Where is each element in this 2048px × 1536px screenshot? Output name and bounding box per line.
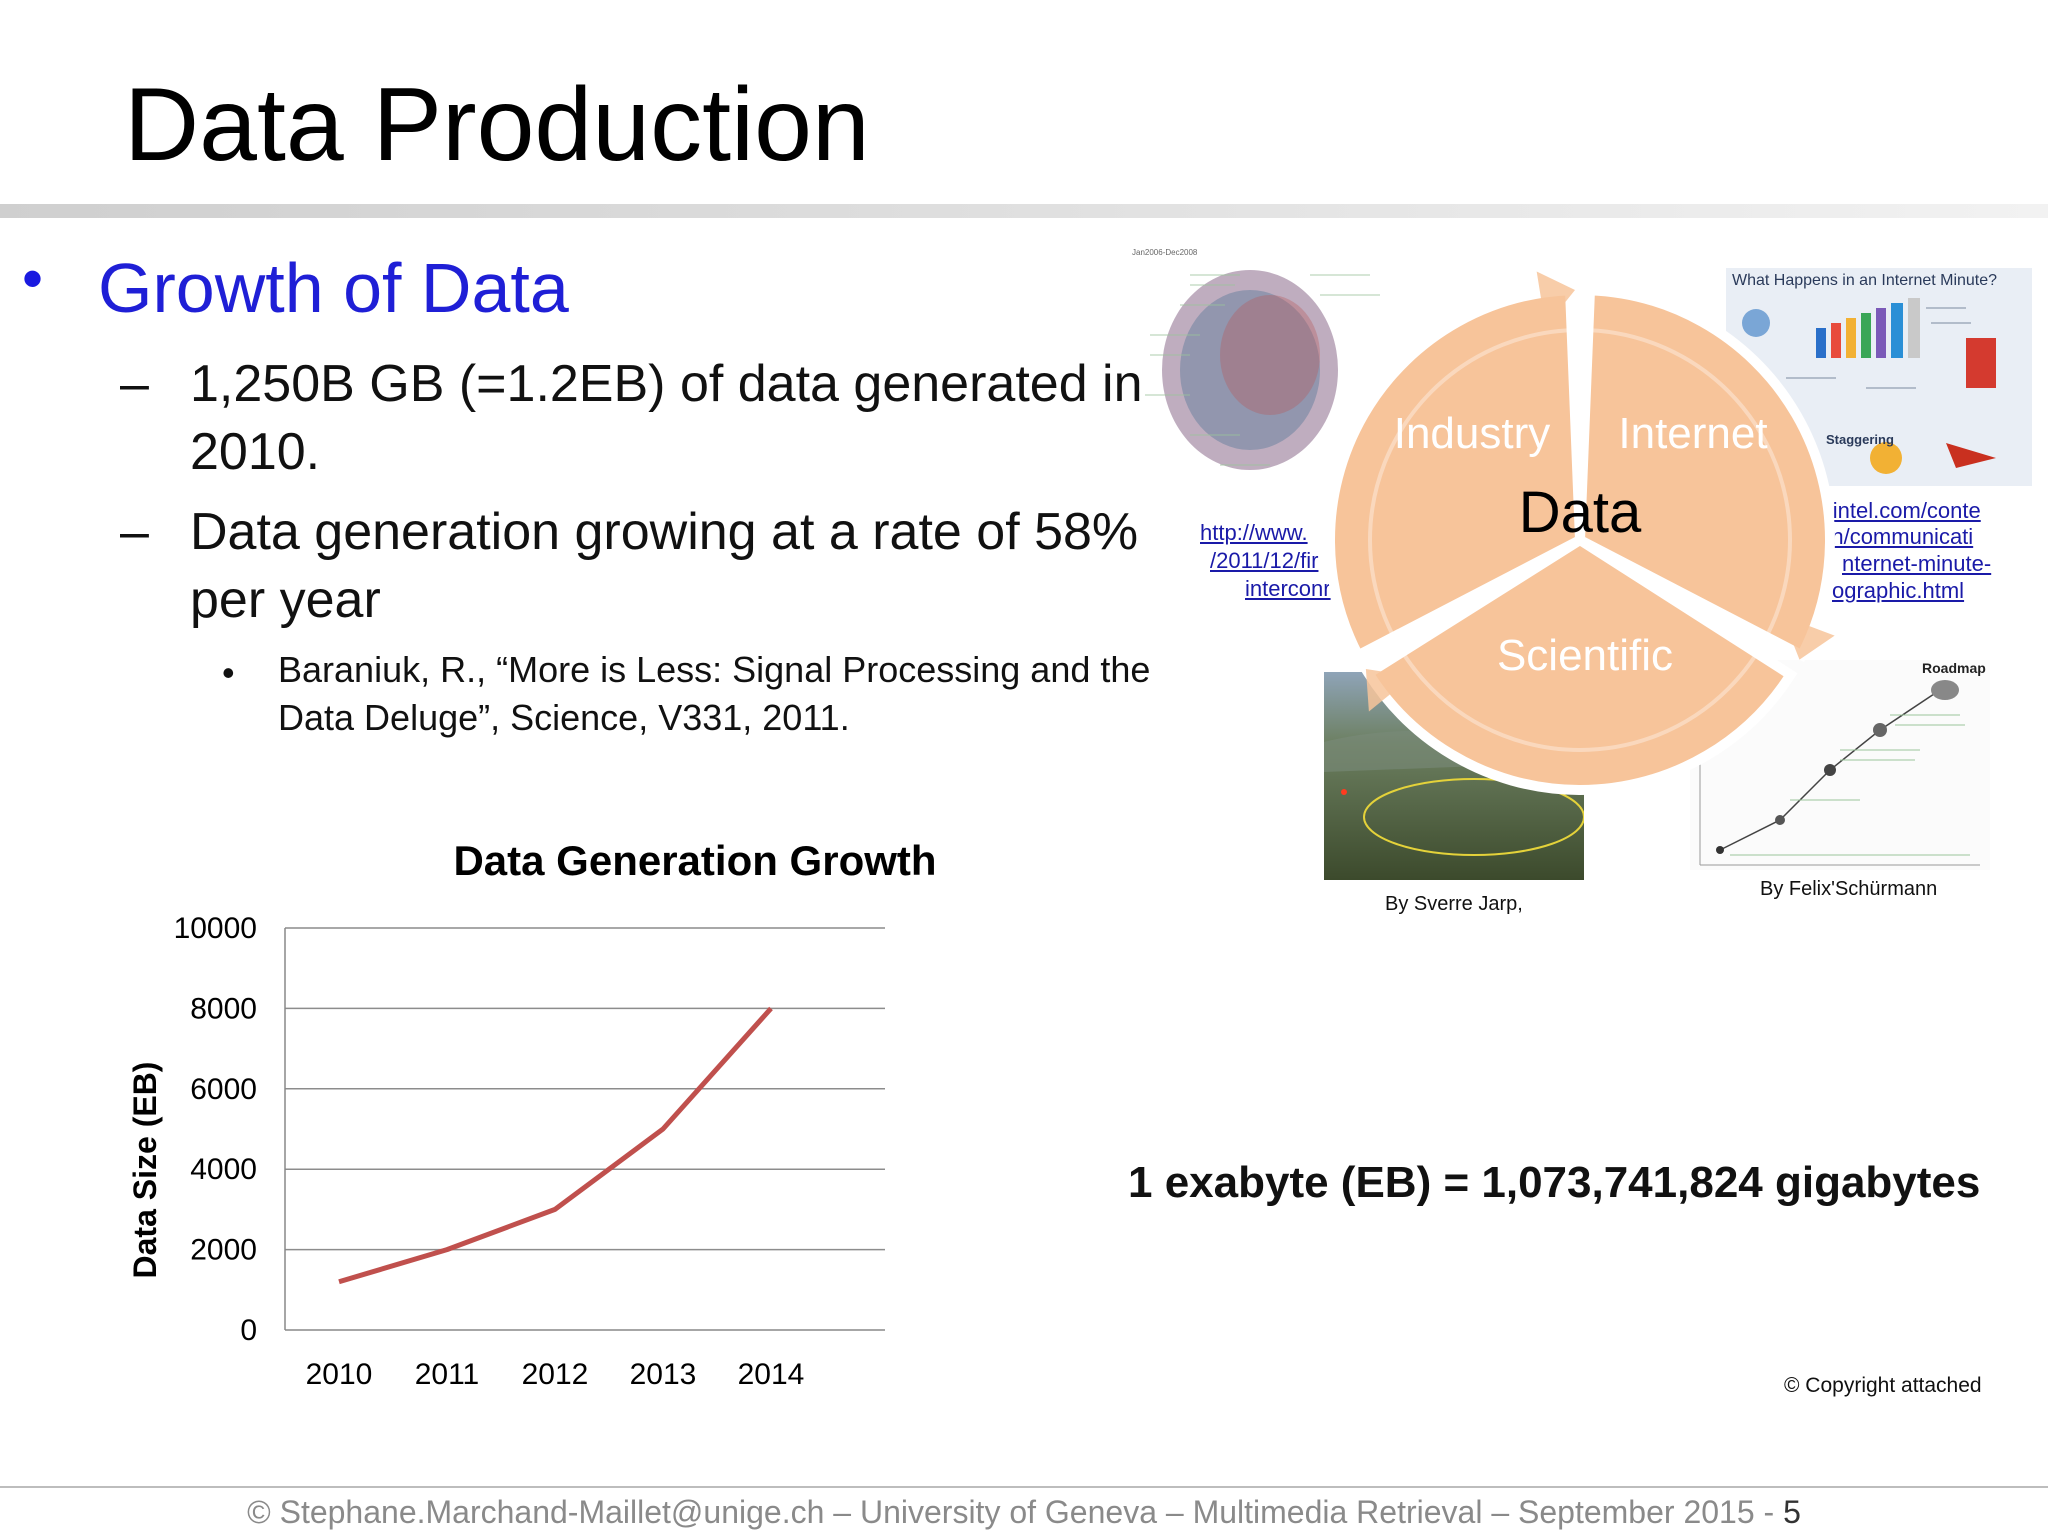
reference-marker: • [222, 652, 235, 693]
infographic-title: What Happens in an Internet Minute? [1732, 272, 1998, 289]
x-tick-label: 2010 [306, 1358, 373, 1391]
source-link-left-2[interactable]: /2011/12/fir [1210, 548, 1319, 573]
source-link-right-1[interactable]: w.intel.com/conte [1812, 498, 1981, 523]
y-tick-label: 6000 [190, 1073, 257, 1106]
segment-label-internet: Internet [1618, 409, 1767, 458]
footer-divider [0, 1486, 2048, 1488]
y-tick-label: 10000 [174, 912, 257, 945]
exabyte-definition: 1 exabyte (EB) = 1,073,741,824 gigabytes [1128, 1158, 1981, 1207]
x-tick-label: 2011 [415, 1358, 480, 1391]
chart-y-ticks: 0 2000 4000 6000 8000 10000 [174, 912, 257, 1347]
sub-bullet-1: 1,250B GB (=1.2EB) of data generated in … [190, 355, 1143, 481]
source-link-right-3[interactable]: nternet-minute- [1842, 551, 1992, 576]
y-tick-label: 2000 [190, 1234, 257, 1267]
cycle-segment-industry [1325, 284, 1586, 663]
roadmap-label: Roadmap [1922, 660, 1986, 676]
network-graph-image: Jan2006-Dec2008 [1130, 245, 1460, 495]
source-link-left-1[interactable]: http://www. [1200, 520, 1308, 545]
cycle-segment-internet [1574, 284, 1835, 663]
source-link-right-4[interactable]: ographic.html [1832, 578, 1965, 603]
sub-bullet-marker: – [120, 355, 149, 413]
internet-minute-infographic: What Happens in an Internet Minute? Stag… [1726, 268, 2032, 486]
page-number: 5 [1783, 1494, 1801, 1530]
x-tick-label: 2013 [630, 1358, 697, 1391]
cycle-center-label: Data [1519, 480, 1642, 545]
segment-label-industry: Industry [1394, 409, 1551, 458]
slide-title: Data Production [124, 67, 870, 183]
svg-text:Jan2006-Dec2008: Jan2006-Dec2008 [1132, 248, 1198, 257]
footer-text: © Stephane.Marchand-Maillet@unige.ch – U… [247, 1494, 1784, 1530]
data-growth-chart: Data Generation Growth Data Size (EB) 0 2… [127, 840, 937, 1391]
cycle-arrowhead [1782, 615, 1835, 660]
cycle-arrowhead [1536, 271, 1576, 327]
source-link-left-3[interactable]: interconr [1245, 576, 1331, 601]
cycle-segments [1325, 271, 1835, 795]
chart-x-ticks: 2010 2011 2012 2013 2014 [306, 1358, 805, 1391]
chart-y-axis-label: Data Size (EB) [127, 1062, 163, 1279]
segment-label-scientific: Scientific [1497, 631, 1673, 680]
chart-title: Data Generation Growth [453, 840, 936, 884]
cycle-arrowhead [1365, 669, 1413, 712]
bullet-marker: • [22, 245, 44, 312]
data-sources-cycle-diagram: Industry Internet Scientific Data [1325, 271, 1835, 795]
series-line [338, 1006, 773, 1285]
image-caption-left: By Sverre Jarp, [1385, 893, 1523, 915]
x-tick-label: 2012 [522, 1358, 589, 1391]
y-tick-label: 0 [240, 1314, 257, 1347]
main-bullet: Growth of Data [98, 249, 569, 327]
title-divider [0, 204, 2048, 218]
copyright-note: © Copyright attached [1784, 1374, 1982, 1397]
reference-citation: Baraniuk, R., “More is Less: Signal Proc… [278, 649, 1151, 738]
y-tick-label: 8000 [190, 992, 257, 1025]
chart-gridlines [284, 927, 885, 1331]
y-tick-label: 4000 [190, 1153, 257, 1186]
infographic-label: Staggering [1826, 432, 1894, 447]
slide-footer: © Stephane.Marchand-Maillet@unige.ch – U… [0, 1494, 2048, 1531]
cycle-segment-scientific [1361, 534, 1798, 795]
sub-bullet-2: Data generation growing at a rate of 58%… [190, 503, 1139, 629]
image-caption-right: By Felix'Schürmann [1760, 878, 1938, 900]
chart-series [338, 1006, 773, 1285]
sub-bullet-marker: – [120, 503, 149, 561]
x-tick-label: 2014 [738, 1358, 805, 1391]
cycle-inner-ring [1368, 328, 1792, 752]
